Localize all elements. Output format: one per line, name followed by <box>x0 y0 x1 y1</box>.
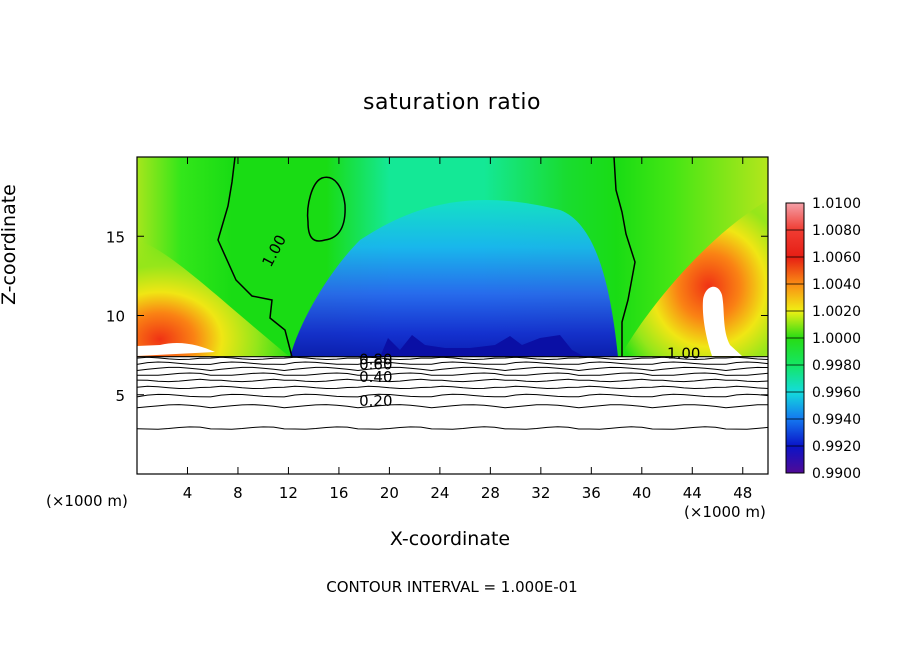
contour-1-00-island <box>306 176 346 242</box>
colorbar-label-6: 0.9980 <box>812 358 861 374</box>
colorbar-label-8: 0.9940 <box>812 412 861 428</box>
x-tick-label-8: 36 <box>582 484 601 502</box>
x-tick-label-10: 44 <box>683 484 702 502</box>
left-plume <box>137 240 290 357</box>
colorbar-label-4: 1.0020 <box>812 304 861 320</box>
contour-1-00-right <box>613 157 636 357</box>
contour-labels: 1.001.000.800.600.400.20 <box>258 232 700 410</box>
contour-label-2: 0.80 <box>359 351 392 369</box>
y-tick-label-2: 15 <box>106 228 125 246</box>
lower-contour-lines <box>136 356 769 430</box>
core-base <box>380 335 585 357</box>
x-tick-label-9: 40 <box>632 484 651 502</box>
axis-ticks <box>137 157 768 474</box>
y-axis-unit-label: (×1000 m) <box>46 492 128 510</box>
x-tick-label-6: 28 <box>481 484 500 502</box>
blue-core <box>290 200 618 357</box>
colorbar-label-2: 1.0060 <box>812 250 861 266</box>
contour-interval-text: CONTOUR INTERVAL = 1.000E-01 <box>326 578 578 596</box>
contour-1-00-left <box>217 157 293 358</box>
x-tick-label-4: 20 <box>380 484 399 502</box>
colorbar-ticks <box>786 202 804 474</box>
y-axis-label: Z-coordinate <box>0 184 20 305</box>
colorbar-label-7: 0.9960 <box>812 385 861 401</box>
y-tick-label-0: 5 <box>115 387 125 405</box>
heatmap-field <box>137 157 768 474</box>
colorbar-label-0: 1.0100 <box>812 196 861 212</box>
chart-title: saturation ratio <box>363 90 541 115</box>
x-tick-label-1: 8 <box>233 484 243 502</box>
x-tick-label-11: 48 <box>733 484 752 502</box>
contour-label-3: 0.60 <box>359 355 392 373</box>
contour-line-0.5 <box>136 378 769 383</box>
x-tick-label-7: 32 <box>531 484 550 502</box>
contour-line-0.2 <box>136 404 769 409</box>
contour-label-4: 0.40 <box>359 368 392 386</box>
lower-region <box>137 357 768 474</box>
colorbar-label-9: 0.9920 <box>812 439 861 455</box>
right-plume <box>620 200 768 357</box>
contour-line-0.4 <box>136 385 769 390</box>
colorbar-label-10: 0.9900 <box>812 466 861 482</box>
colorbar-label-1: 1.0080 <box>812 223 861 239</box>
right-white-pocket <box>702 286 742 356</box>
contour-line-0.7 <box>136 366 769 372</box>
x-tick-label-0: 4 <box>183 484 193 502</box>
contour-label-5: 0.20 <box>359 392 392 410</box>
x-axis-label: X-coordinate <box>389 528 511 550</box>
x-tick-label-2: 12 <box>279 484 298 502</box>
colorbar-label-3: 1.0040 <box>812 277 861 293</box>
contour-line-0.1 <box>136 426 769 430</box>
contour-line-0.8 <box>136 361 769 365</box>
colorbar-labels: 1.0100 1.0080 1.0060 1.0040 1.0020 1.0000 0.99… <box>812 196 861 482</box>
x-tick-label-5: 24 <box>430 484 449 502</box>
y-tick-label-1: 10 <box>106 308 125 326</box>
contour-line-0.6 <box>136 372 769 376</box>
contour-label-1: 1.00 <box>667 344 700 362</box>
x-tick-label-3: 16 <box>329 484 348 502</box>
contour-line-0.3 <box>136 393 769 398</box>
colorbar-label-5: 1.0000 <box>812 331 861 347</box>
x-axis-unit-label: (×1000 m) <box>684 503 766 521</box>
left-white-pocket <box>137 342 215 356</box>
